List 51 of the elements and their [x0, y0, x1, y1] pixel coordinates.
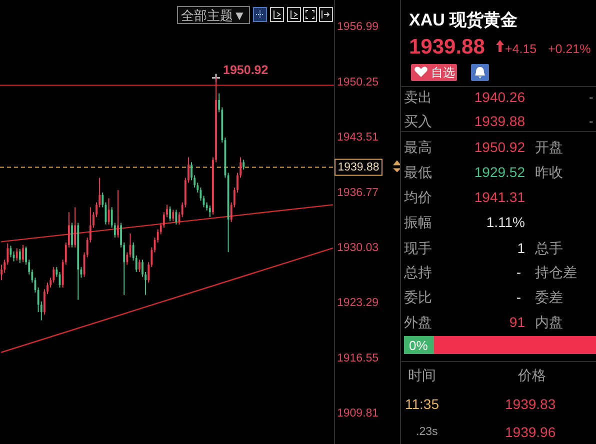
- text: 卖出: [404, 89, 432, 105]
- text: 现手: [404, 240, 432, 256]
- text: XAU 现货黄金: [409, 10, 518, 30]
- y-tick-label: 1936.77: [337, 186, 379, 199]
- text: +0.21%: [548, 42, 591, 56]
- text: 1929.52: [474, 164, 526, 180]
- text: 1950.92: [474, 139, 526, 155]
- text: 1: [517, 240, 526, 256]
- text: -: [589, 90, 594, 104]
- y-tick-label: 1930.03: [337, 242, 379, 254]
- text: 开盘: [535, 139, 563, 155]
- text: 1939.83: [505, 396, 556, 412]
- text: 昨收: [535, 164, 563, 180]
- text: 委比: [404, 289, 432, 305]
- text: 最高: [404, 139, 432, 155]
- text: 最低: [404, 164, 432, 180]
- text: .23s: [416, 426, 438, 438]
- text: 持仓差: [535, 264, 577, 280]
- text: 总手: [534, 240, 563, 256]
- text: +4.15: [505, 42, 537, 56]
- text: 自选: [431, 66, 455, 80]
- text: 1939.88: [409, 36, 486, 58]
- y-tick-label: 1943.51: [337, 132, 379, 144]
- text: 1.11%: [486, 214, 525, 230]
- text: 1941.31: [474, 189, 526, 205]
- text: 外盘: [404, 314, 432, 330]
- text: 91: [509, 314, 526, 330]
- y-tick-label: 1923.29: [337, 297, 379, 310]
- text: -: [516, 264, 522, 280]
- text: 0%: [409, 338, 428, 353]
- y-tick-label: 1956.99: [337, 21, 379, 34]
- annotation: 1950.92: [223, 62, 268, 77]
- text: 均价: [403, 189, 432, 205]
- text: 1939.88: [474, 113, 526, 129]
- text: -: [516, 289, 522, 305]
- text: 时间: [408, 367, 436, 383]
- text: 价格: [517, 367, 546, 383]
- text: 振幅: [404, 214, 432, 230]
- text: 委差: [535, 289, 563, 305]
- y-tick-label: 1950.25: [337, 76, 379, 88]
- text: 买入: [404, 113, 432, 129]
- text: -: [589, 114, 594, 128]
- text: 内盘: [535, 314, 563, 330]
- text: 1940.26: [474, 89, 526, 105]
- annotation: 全部主题▼: [181, 8, 246, 23]
- text: 11:35: [405, 396, 440, 412]
- ref-line-label: 1939.88: [338, 161, 380, 174]
- text: 1939.96: [505, 424, 556, 440]
- text: 总持: [403, 264, 432, 280]
- y-tick-label: 1909.81: [337, 408, 379, 420]
- y-tick-label: 1916.55: [337, 352, 379, 364]
